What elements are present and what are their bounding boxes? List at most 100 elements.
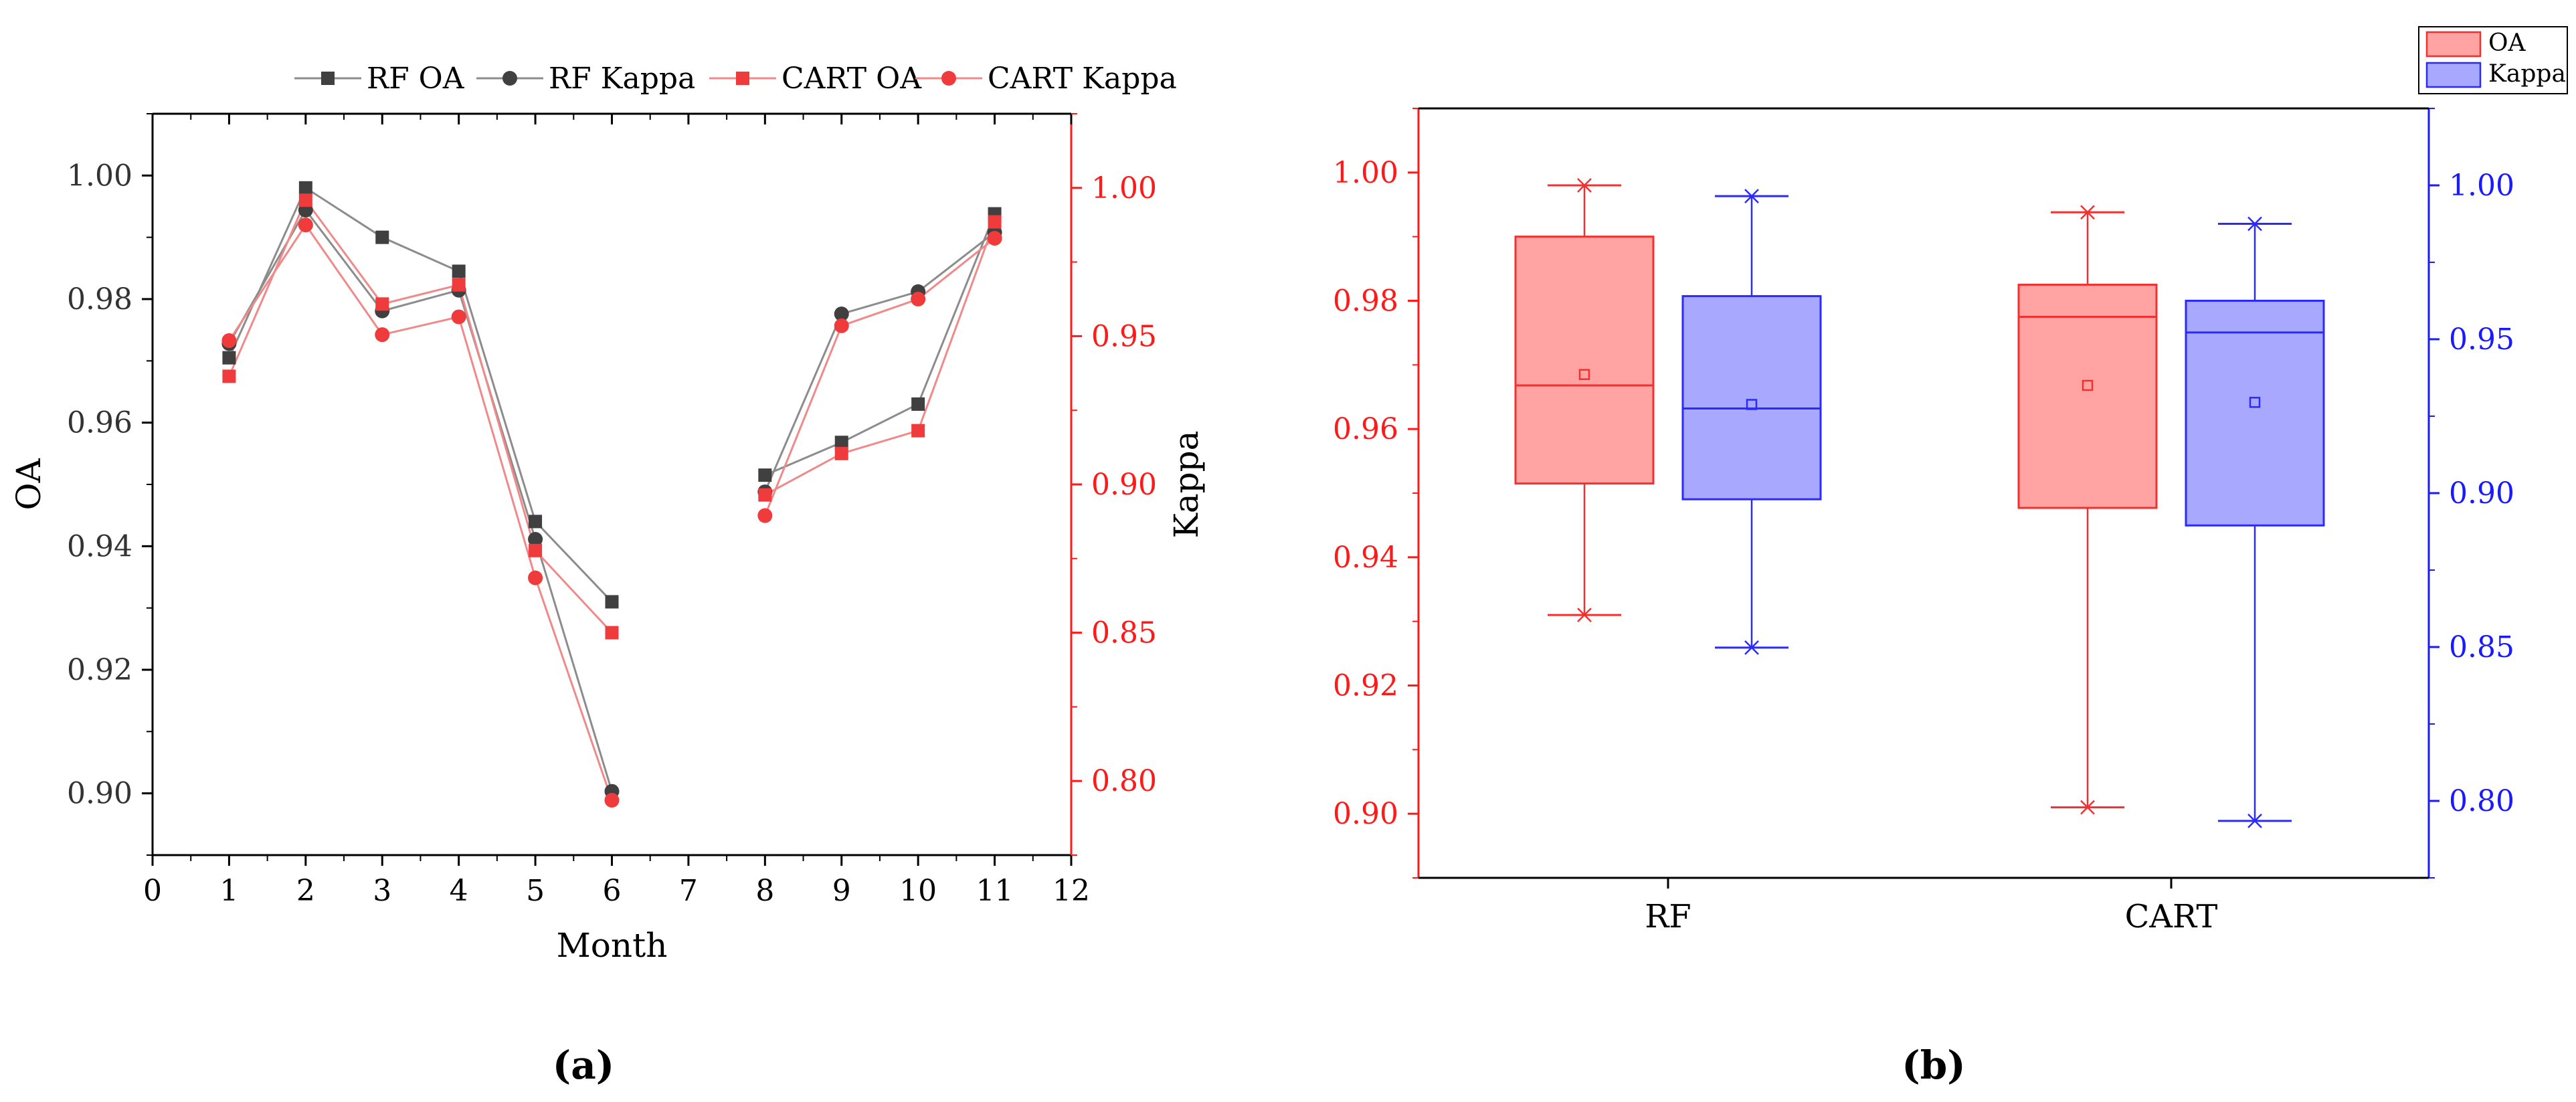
x-tick-label: 12 [1052,874,1090,908]
box-y-right-tick-label: 0.90 [2449,476,2514,511]
cart-kappa-point [604,793,620,808]
panel-label-a: (a) [553,1042,614,1088]
x-tick-label: 1 [219,874,238,908]
y-right-tick-label: 1.00 [1091,171,1157,205]
kappa-box-cart [2185,300,2325,527]
cart-oa-point [758,488,772,502]
x-axis-title: Month [557,926,668,965]
panel-label-b: (b) [1902,1042,1965,1088]
y-left-tick-label: 0.94 [67,529,132,563]
oa-mean-marker [1578,369,1590,380]
x-tick-label: 5 [526,874,545,908]
cart-kappa-point [451,309,466,325]
oa-min-marker [1577,608,1592,622]
oa-max-marker [2080,205,2095,220]
rf-oa-point [911,397,925,411]
y-right-tick-label: 0.90 [1091,468,1157,502]
box-y-left-tick-label: 1.00 [1333,156,1398,190]
cart-oa-point [222,369,236,383]
rf-oa-point [222,351,236,365]
cart-oa-point [605,626,619,640]
legend-rf-oa-marker [321,72,335,85]
x-tick-label: 9 [832,874,851,908]
kappa-max-marker [1744,189,1759,203]
y-right-tick-label: 0.85 [1091,616,1157,650]
legend-cart-oa-marker [736,72,749,85]
y-left-tick-label: 0.98 [67,282,132,316]
rf-oa-point [298,181,312,195]
x-tick-label: 4 [450,874,468,908]
kappa-min-marker [1744,640,1759,655]
legend-cart-kappa-marker [941,71,956,86]
cart-oa-point [529,543,543,557]
y-right-axis-title: Kappa [1167,431,1206,539]
rf-kappa-point [528,531,543,547]
rf-kappa-line [228,208,613,792]
oa-box-cart [2017,284,2158,509]
cart-kappa-line [228,223,613,801]
box-y-right-tick-label: 1.00 [2449,169,2514,203]
rf-kappa-line [763,232,996,492]
cart-oa-line [228,198,613,634]
box-y-right-tick-label: 0.95 [2449,323,2514,357]
box-legend-swatch-kappa [2425,62,2482,88]
cart-kappa-point [528,570,543,585]
cart-kappa-point [834,318,849,333]
x-tick-label: 7 [679,874,698,908]
cart-kappa-point [221,333,237,349]
x-tick-label: 11 [976,874,1014,908]
x-tick-label: 8 [755,874,774,908]
rf-oa-point [529,515,543,529]
kappa-box-rf [1681,295,1822,500]
rf-kappa-point [834,306,849,322]
box-category-label: RF [1645,898,1691,935]
rf-oa-line [228,186,613,603]
panel-a-line-chart: 0 1 2 3 4 5 6 7 8 9 10 11 120.900.920.940.960.981.00… [9,62,1206,965]
cart-kappa-point [375,327,390,343]
rf-oa-point [605,595,619,609]
y-right-tick-label: 0.80 [1091,764,1157,798]
y-left-tick-label: 0.96 [67,406,132,440]
x-tick-label: 3 [373,874,391,908]
rf-oa-point [758,468,772,482]
cart-oa-point [988,215,1002,229]
oa-mean-marker [2082,379,2094,391]
legend-rf-kappa-marker [502,71,517,86]
y-left-tick-label: 0.92 [67,653,132,687]
panel-b-box-plot: 0.90 0.92 0.94 0.96 0.98 1.00 0.80 0.85 0.90 0.95… [1333,26,2568,935]
legend-rf-kappa-label: RF Kappa [549,62,695,96]
rf-oa-point [834,436,848,450]
box-y-right-tick-label: 0.80 [2449,784,2514,818]
rf-oa-line [764,213,996,476]
cart-kappa-point [987,231,1002,246]
cart-oa-point [298,193,312,207]
y-right-tick-label: 0.95 [1091,319,1157,353]
legend-rf-oa-label: RF OA [367,62,465,96]
cart-kappa-point [298,217,313,233]
oa-max-marker [1577,178,1592,193]
kappa-min-marker [2247,814,2262,828]
cart-oa-line [764,221,996,496]
y-left-tick-label: 1.00 [67,159,132,193]
box-legend-label-oa: OA [2488,29,2526,57]
oa-min-marker [2080,800,2095,815]
kappa-max-marker [2247,216,2262,232]
cart-oa-point [375,297,389,311]
cart-oa-point [452,278,466,292]
x-tick-label: 10 [899,874,937,908]
legend-cart-oa-label: CART OA [781,62,922,96]
cart-kappa-line [763,237,996,517]
x-tick-label: 0 [143,874,162,908]
kappa-mean-marker [1746,399,1758,410]
cart-oa-point [911,424,925,438]
x-tick-label: 2 [296,874,315,908]
box-y-left-tick-label: 0.90 [1333,797,1398,831]
y-left-axis-title: OA [9,458,48,511]
box-y-right-tick-label: 0.85 [2449,630,2514,664]
rf-oa-point [452,264,466,278]
y-left-tick-label: 0.90 [67,777,132,811]
cart-kappa-point [911,292,926,306]
box-y-left-tick-label: 0.96 [1333,412,1398,446]
box-y-left-tick-label: 0.92 [1333,669,1398,703]
